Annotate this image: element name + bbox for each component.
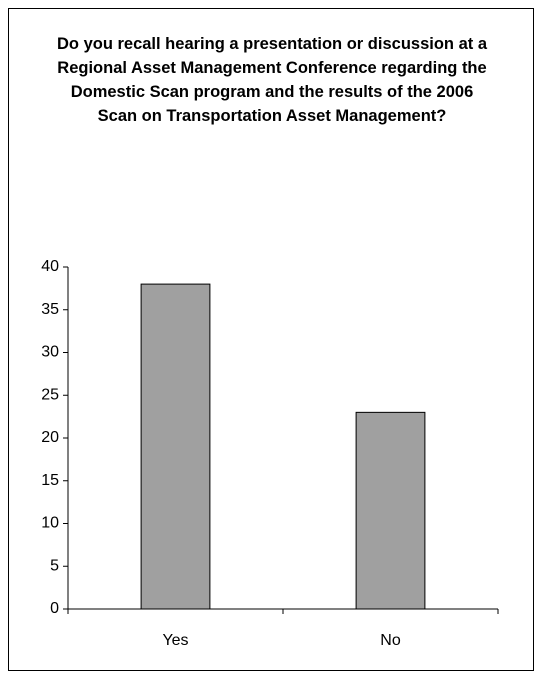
y-tick-label: 25 — [41, 386, 59, 403]
chart-title: Do you recall hearing a presentation or … — [56, 35, 488, 125]
y-tick-label: 30 — [41, 344, 59, 361]
bar — [140, 283, 211, 610]
y-tick-label: 5 — [50, 557, 59, 574]
y-tick-label: 0 — [50, 600, 59, 617]
chart-frame — [8, 8, 534, 671]
y-tick-label: 10 — [41, 515, 59, 532]
x-tick-label: Yes — [162, 632, 188, 649]
y-tick-label: 35 — [41, 301, 59, 318]
x-tick-label: No — [380, 632, 401, 649]
y-tick-label: 15 — [41, 472, 59, 489]
bar — [355, 411, 426, 610]
y-tick-label: 20 — [41, 429, 59, 446]
y-tick-label: 40 — [41, 258, 59, 275]
